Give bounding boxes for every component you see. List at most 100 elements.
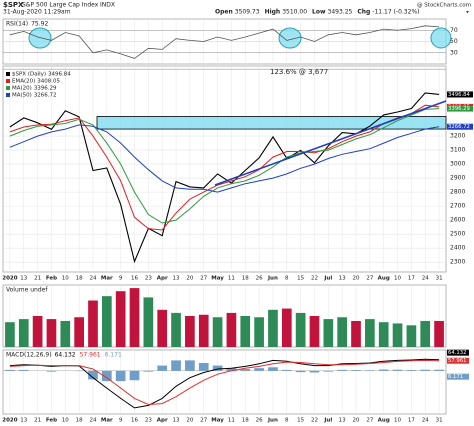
volume-bar: [46, 319, 57, 347]
base-layer: [3, 19, 447, 414]
x-tick-label: 20: [186, 276, 193, 282]
volume-bar: [420, 320, 431, 347]
histogram-bar: [420, 369, 431, 371]
x-tick-label: 24: [89, 418, 96, 424]
panel-title: MACD(12,26,9): [6, 352, 52, 359]
x-tick-label: Jul: [323, 418, 332, 424]
value-badge: [447, 349, 469, 356]
legend-swatch: [6, 86, 10, 90]
x-tick-label: 13: [173, 276, 180, 282]
price-badge: [447, 91, 473, 98]
x-tick-label: 27: [200, 418, 207, 424]
x-tick-label: 16: [131, 418, 138, 424]
volume-bar: [337, 317, 348, 347]
histogram-bar: [378, 369, 389, 371]
volume-bar: [32, 316, 43, 347]
volume-bar: [88, 300, 98, 347]
volume-bar: [129, 288, 140, 347]
histogram-bar: [18, 369, 29, 371]
volume-bar: [351, 320, 361, 347]
histogram-bar: [254, 368, 264, 371]
volume-bar: [212, 317, 223, 347]
series-line: [9, 104, 440, 231]
x-tick-label: 27: [366, 418, 373, 424]
price-badge-label: 3396.29: [448, 106, 470, 112]
x-tick-label: 15: [297, 418, 304, 424]
x-tick-label: 18: [242, 418, 249, 424]
credit: @ StockCharts.com: [417, 3, 471, 9]
x-tick-label: 9: [119, 418, 123, 424]
macd-panel: [2, 349, 447, 415]
legend-value: 57.961: [80, 352, 101, 359]
histogram-bar: [323, 370, 334, 372]
volume-bar: [226, 312, 237, 347]
legend-name: $SPX (Daily): [12, 72, 46, 78]
quote-label: Low: [312, 9, 326, 16]
x-tick-label: Jun: [267, 276, 278, 282]
legend-value: 3266.72: [34, 93, 57, 99]
x-tick-label: 10: [62, 418, 69, 424]
rsi-highlight: [278, 27, 302, 49]
rsi-highlight: [430, 27, 452, 49]
volume-bar: [365, 319, 375, 347]
series-line: [9, 25, 440, 59]
x-tick-label: May: [211, 418, 224, 424]
x-tick-label: 18: [76, 276, 83, 282]
volume-bar: [171, 312, 181, 347]
value-badge-label: 64.132: [448, 350, 467, 356]
histogram-bar: [406, 370, 417, 371]
x-tick-label: Mar: [101, 276, 113, 282]
volume-bar: [406, 325, 417, 347]
value-badge: [447, 357, 469, 364]
histogram-bar: [268, 367, 278, 371]
quote-value: 3510.00: [282, 9, 307, 16]
volume-bar: [18, 319, 29, 347]
histogram-bar: [295, 370, 306, 373]
x-tick-label: 31: [436, 276, 443, 282]
x-tick-label: 24: [422, 276, 429, 282]
x-tick-label: Jun: [267, 418, 278, 424]
legend-swatch: [6, 93, 10, 97]
x-tick-label: 13: [339, 276, 346, 282]
histogram-bar: [157, 365, 168, 371]
x-tick-label: Feb: [46, 276, 57, 282]
x-tick-label: 24: [422, 418, 429, 424]
legend-name: MA(50): [12, 93, 32, 99]
volume-bar: [157, 309, 168, 347]
histogram-bar: [240, 369, 251, 371]
quote-value: 3493.25: [328, 9, 353, 16]
x-tick-label: 2020: [2, 418, 17, 424]
x-tick-label: Aug: [378, 418, 390, 424]
legend-swatch: [6, 72, 10, 76]
histogram-bar: [143, 370, 154, 372]
volume-bar: [281, 308, 292, 347]
histogram-bar: [212, 365, 223, 371]
y-tick-label: 3200: [450, 133, 465, 140]
y-tick-label: 2900: [450, 175, 465, 182]
volume-bar: [392, 323, 403, 347]
quote-value: 3509.73: [235, 9, 260, 16]
x-tick-label: 22: [311, 418, 318, 424]
x-tick-label: 10: [62, 276, 69, 282]
x-tick-label: Jul: [323, 276, 332, 282]
histogram-bar: [198, 362, 209, 371]
y-tick-label: 2500: [450, 231, 465, 238]
x-tick-label: 10: [394, 418, 401, 424]
x-tick-label: Apr: [157, 276, 168, 282]
quote-label: Open: [215, 9, 233, 16]
x-tick-label: 2020: [2, 276, 17, 282]
x-tick-label: 31: [436, 418, 443, 424]
x-tick-label: 15: [297, 276, 304, 282]
histogram-bar: [351, 370, 361, 371]
histogram-bar: [337, 369, 348, 371]
y-tick-label: 50: [450, 38, 458, 45]
value-badge: [447, 373, 469, 380]
legend-value: 3496.84: [48, 72, 71, 78]
histogram-bar: [115, 370, 126, 382]
volume-bar: [254, 317, 264, 347]
histogram-bar: [129, 370, 140, 381]
volume-bar: [60, 320, 71, 347]
rsi-highlight: [28, 27, 52, 49]
volume-bar: [434, 320, 444, 347]
x-tick-label: 18: [76, 418, 83, 424]
